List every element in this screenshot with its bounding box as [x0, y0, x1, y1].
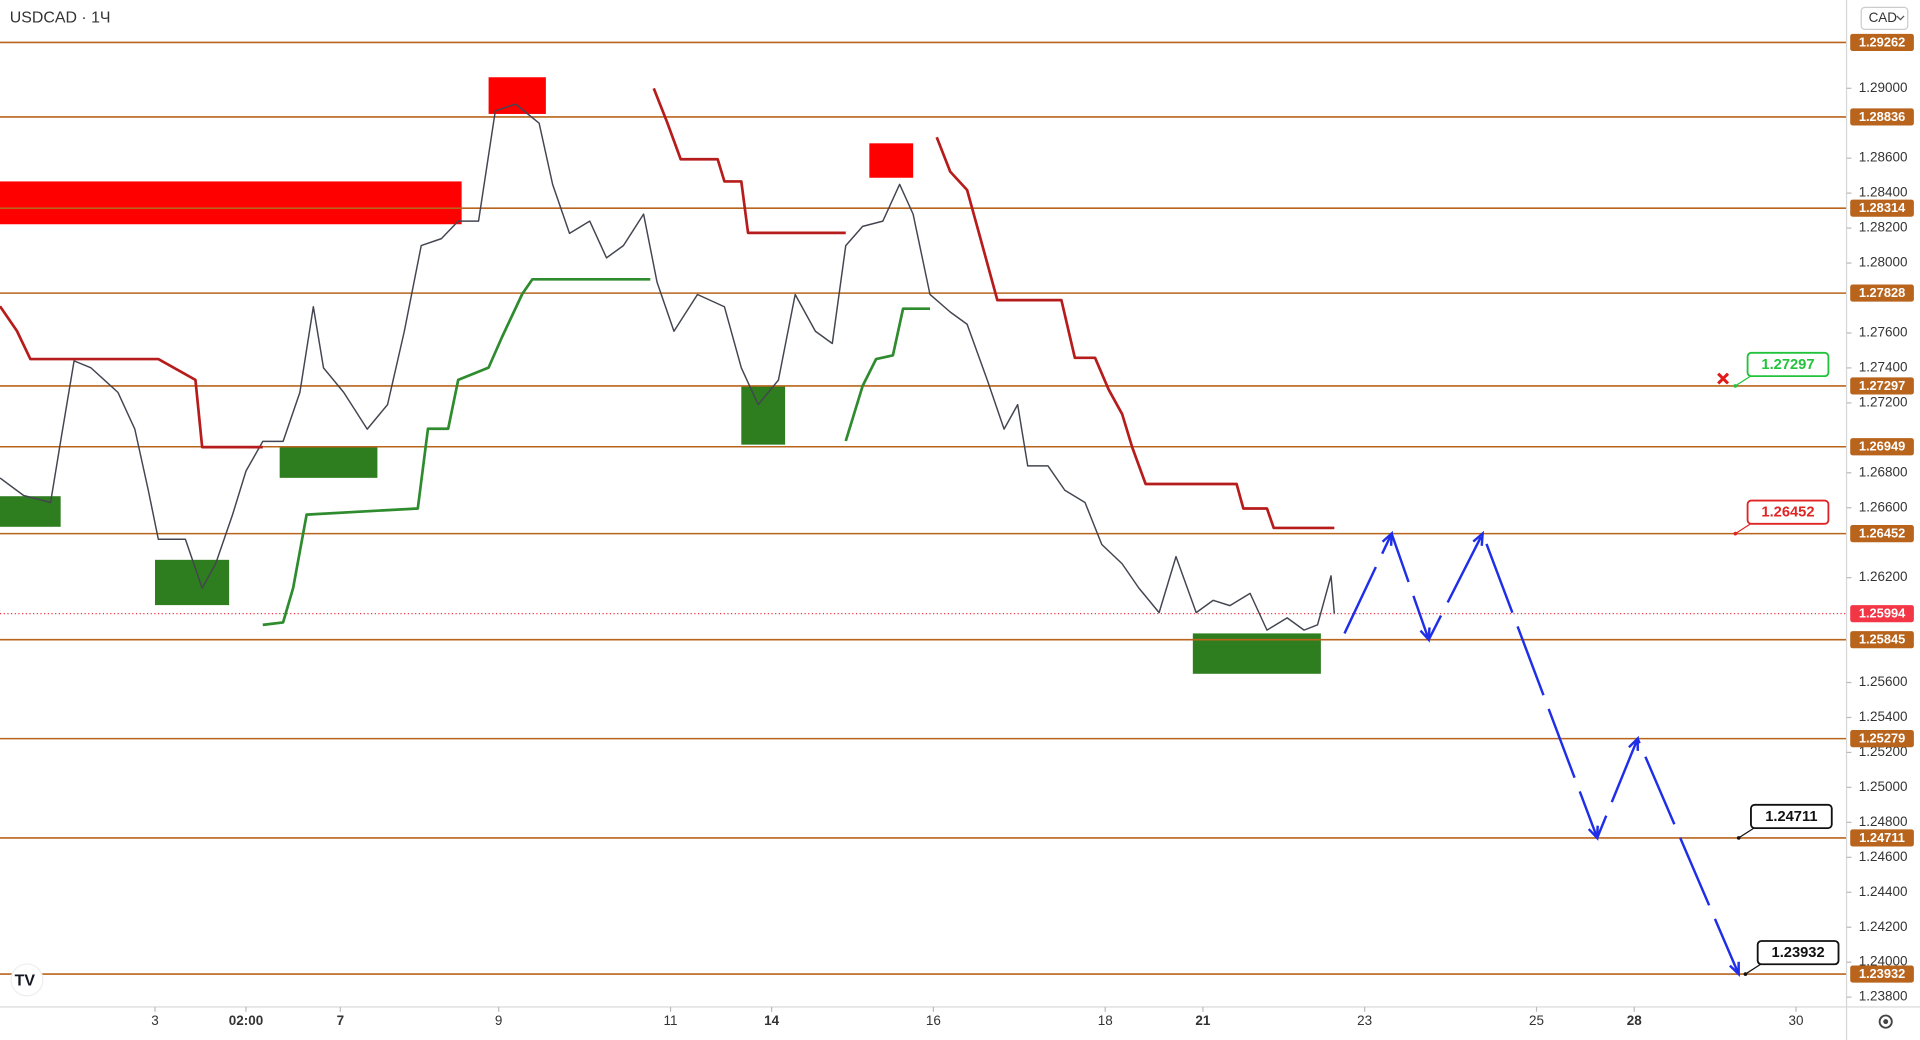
x-tick-label: 9: [495, 1013, 502, 1028]
level-label-bg: [1850, 631, 1914, 649]
x-tick-label: 14: [764, 1013, 779, 1028]
callout-box: [1746, 499, 1830, 525]
y-tick-label: 1.26800: [1859, 464, 1908, 479]
currency-caret[interactable]: [1896, 15, 1905, 21]
x-tick-label: 7: [337, 1013, 344, 1028]
callout-label: 1.27297: [1761, 357, 1814, 373]
last-price-bg: [1850, 605, 1914, 623]
callout-box: [1746, 351, 1830, 378]
y-tick-label: 1.26200: [1859, 569, 1908, 584]
arrow-head: [1729, 961, 1740, 977]
level-label: 1.29262: [1859, 34, 1905, 49]
arrow-head: [1419, 627, 1431, 643]
callout-label: 1.23932: [1772, 945, 1825, 961]
level-label-bg: [1850, 525, 1914, 543]
zone: [869, 143, 914, 178]
zone: [0, 181, 462, 225]
x-tick-label: 02:00: [229, 1013, 263, 1028]
callout-label: 1.26452: [1761, 505, 1814, 521]
chart-title: USDCAD · 1Ч: [10, 10, 111, 27]
x-tick-label: 18: [1098, 1013, 1113, 1028]
arrow-head: [1472, 530, 1485, 546]
y-tick-label: 1.24400: [1859, 884, 1908, 899]
y-tick-label: 1.27200: [1859, 394, 1908, 409]
y-tick-label: 1.27400: [1859, 359, 1908, 374]
series-line: [0, 87, 1335, 530]
callout-anchor: [1733, 384, 1738, 388]
callout-box: [1756, 940, 1840, 966]
arrow-head: [1628, 735, 1640, 751]
y-tick-label: 1.28000: [1859, 255, 1908, 270]
y-tick-label: 1.24000: [1859, 954, 1908, 969]
x-tick-label: 25: [1529, 1013, 1544, 1028]
zone: [155, 559, 230, 606]
y-tick-label: 1.25600: [1859, 674, 1908, 689]
callout-anchor: [1733, 531, 1738, 536]
y-tick-label: 1.23800: [1859, 989, 1908, 1004]
zone: [741, 385, 786, 445]
series-line: [0, 103, 1336, 631]
logo: TV: [10, 963, 44, 997]
level-label-bg: [1850, 108, 1914, 126]
x-tick-label: 28: [1627, 1013, 1642, 1028]
callout-anchor: [1736, 836, 1741, 840]
callout-anchor: [1743, 972, 1748, 976]
level-label: 1.28314: [1859, 200, 1906, 215]
x-tick-label: 3: [151, 1013, 158, 1028]
y-tick-label: 1.27600: [1859, 325, 1908, 340]
level-label: 1.26452: [1859, 526, 1905, 541]
callout-box: [1750, 803, 1833, 830]
level-label: 1.25279: [1859, 731, 1905, 746]
level-label-bg: [1850, 284, 1914, 302]
x-tick-label: 16: [926, 1013, 941, 1028]
level-label-bg: [1850, 829, 1914, 847]
currency-button[interactable]: [1860, 6, 1909, 31]
y-tick-label: 1.25000: [1859, 779, 1908, 794]
level-label: 1.28836: [1859, 109, 1905, 124]
y-tick-label: 1.26600: [1859, 499, 1908, 514]
level-label: 1.27828: [1859, 285, 1905, 300]
level-label-bg: [1850, 730, 1914, 748]
y-tick-label: 1.25200: [1859, 744, 1908, 759]
levels: [0, 41, 1847, 975]
level-label-bg: [1850, 377, 1914, 395]
svg-text:TV: TV: [15, 972, 36, 989]
level-label: 1.26949: [1859, 439, 1905, 454]
level-label: 1.25845: [1859, 632, 1905, 647]
level-label-bg: [1850, 965, 1914, 983]
y-tick-label: 1.25400: [1859, 709, 1908, 724]
last-price-label: 1.25994: [1859, 606, 1906, 621]
series: 1.27297 1.26452 1.24711 1.23932: [0, 87, 1840, 977]
y-tick-label: 1.24800: [1859, 814, 1908, 829]
y-tick-label: 1.28400: [1859, 185, 1908, 200]
y-tick-label: 1.28200: [1859, 220, 1908, 235]
callout-label: 1.24711: [1765, 809, 1817, 825]
level-label-bg: [1850, 199, 1914, 217]
arrow-head: [1587, 825, 1599, 841]
y-tick-label: 1.29000: [1859, 80, 1908, 95]
currency-label[interactable]: CAD: [1869, 10, 1898, 25]
cross-marker: [1717, 372, 1730, 385]
zone: [279, 447, 378, 478]
x-tick-label: 21: [1195, 1013, 1210, 1028]
series-line: [262, 277, 930, 627]
y-tick-label: 1.24600: [1859, 849, 1908, 864]
level-label-bg: [1850, 33, 1914, 52]
level-label-bg: [1850, 438, 1914, 456]
level-label: 1.23932: [1859, 966, 1905, 981]
level-label: 1.27297: [1859, 378, 1905, 393]
zone: [488, 77, 546, 114]
y-tick-label: 1.28600: [1859, 150, 1908, 165]
settings-icon[interactable]: [1878, 1014, 1893, 1029]
x-tick-label: 11: [664, 1013, 678, 1028]
arrow-head: [1381, 530, 1393, 546]
x-tick-label: 30: [1788, 1013, 1803, 1028]
y-tick-label: 1.24200: [1859, 919, 1908, 934]
x-tick-label: 23: [1357, 1013, 1372, 1028]
level-label: 1.24711: [1859, 830, 1905, 845]
